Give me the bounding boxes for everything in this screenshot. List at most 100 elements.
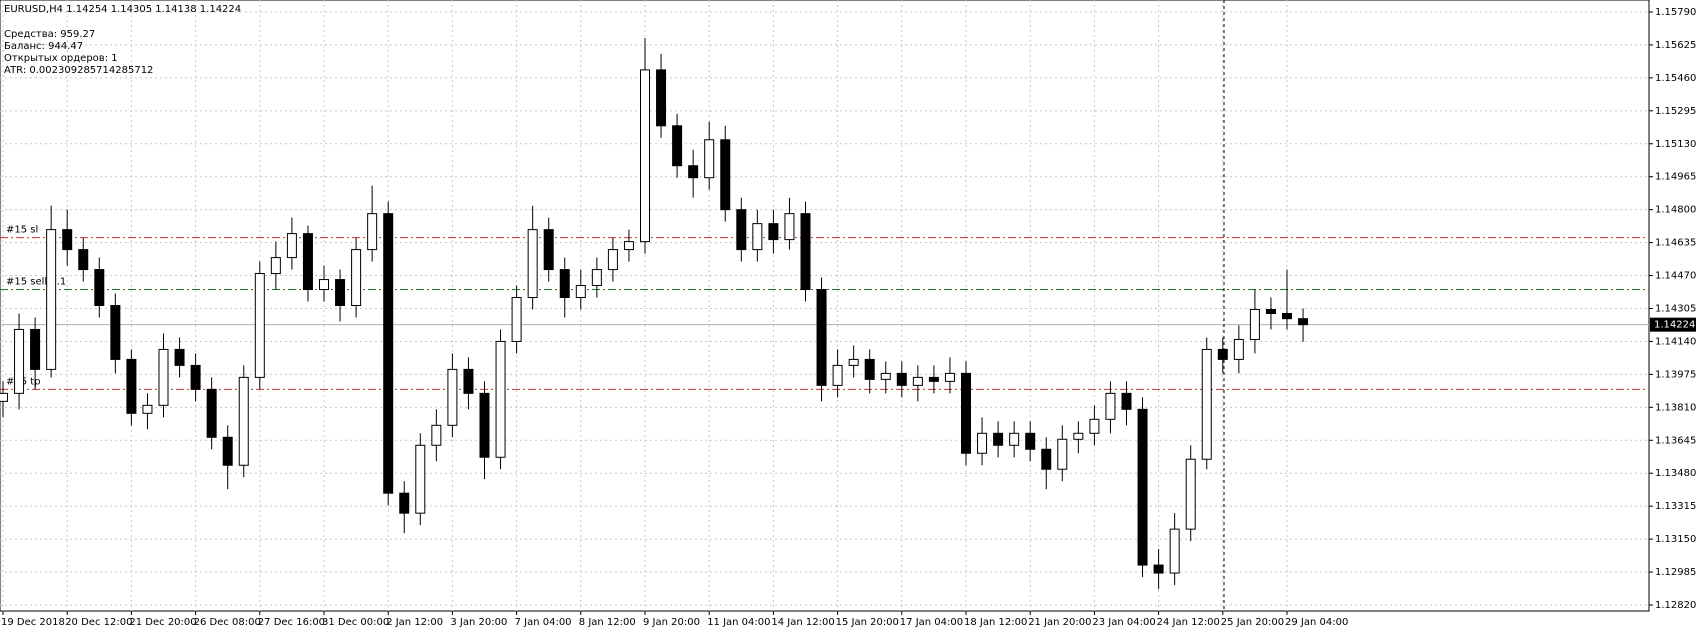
candle-body (672, 125, 683, 167)
candle-body (832, 364, 843, 386)
candle-body (607, 249, 618, 271)
y-tick-label: 1.13645 (1655, 435, 1696, 446)
x-tick-label: 25 Jan 20:00 (1221, 617, 1284, 628)
candle-body (944, 372, 955, 382)
candle-body (1137, 408, 1148, 566)
x-tick-label: 19 Dec 2018 (1, 617, 65, 628)
x-tick-label: 14 Jan 12:00 (771, 617, 834, 628)
candle-body (736, 209, 747, 251)
info-line: Открытых ордеров: 1 (4, 53, 118, 64)
candle-body (46, 229, 57, 370)
y-tick-label: 1.14140 (1655, 336, 1696, 347)
candle-body (1041, 448, 1052, 470)
candle-body (656, 69, 667, 127)
x-tick-label: 31 Dec 00:00 (322, 617, 389, 628)
candle-body (302, 233, 313, 291)
candle-body (142, 404, 153, 414)
candle-body (431, 424, 442, 446)
candle-body (720, 139, 731, 211)
candle-body (1265, 308, 1276, 314)
x-tick-label: 18 Jan 12:00 (964, 617, 1027, 628)
y-tick-label: 1.13315 (1655, 501, 1696, 512)
candle-body (463, 368, 474, 394)
y-tick-label: 1.15625 (1655, 40, 1696, 51)
candle-body (479, 392, 490, 458)
info-line: Баланс: 944.47 (4, 41, 83, 52)
candle-body (351, 249, 362, 307)
candle-body (495, 340, 506, 458)
candle-body (575, 285, 586, 299)
y-tick-label: 1.15295 (1655, 106, 1696, 117)
chart-title: EURUSD,H4 1.14254 1.14305 1.14138 1.1422… (4, 4, 241, 15)
candle-body (784, 213, 795, 241)
candle-body (1201, 348, 1212, 460)
candle-body (1025, 432, 1036, 450)
candle-body (816, 289, 827, 386)
candle-body (511, 297, 522, 342)
candle-body (0, 392, 8, 402)
y-tick-label: 1.12820 (1655, 600, 1696, 611)
current-price-box (1650, 317, 1696, 332)
y-tick-label: 1.12985 (1655, 567, 1696, 578)
candle-body (1185, 458, 1196, 530)
candle-body (206, 388, 217, 438)
candle-body (848, 358, 859, 366)
candle-body (110, 305, 121, 360)
candle-body (977, 432, 988, 454)
candle-body (367, 213, 378, 251)
x-tick-label: 27 Dec 16:00 (258, 617, 325, 628)
candle-body (14, 328, 25, 394)
y-tick-label: 1.14635 (1655, 238, 1696, 249)
x-tick-label: 15 Jan 20:00 (836, 617, 899, 628)
candle-body (1089, 418, 1100, 434)
candle-body (896, 372, 907, 386)
y-tick-label: 1.14800 (1655, 205, 1696, 216)
candle-body (1057, 438, 1068, 470)
candle-body (399, 492, 410, 514)
candle-body (928, 376, 939, 382)
candle-body (864, 358, 875, 380)
candle-body (158, 348, 169, 406)
y-tick-label: 1.13150 (1655, 534, 1696, 545)
x-tick-label: 9 Jan 20:00 (643, 617, 700, 628)
candle-body (1153, 564, 1164, 574)
candle-body (880, 372, 891, 380)
candle-body (543, 229, 554, 271)
candle-body (30, 328, 41, 370)
candle-body (768, 223, 779, 241)
info-line: Средства: 959.27 (4, 29, 95, 40)
y-tick-label: 1.15790 (1655, 7, 1696, 18)
candle-body (335, 279, 346, 306)
candle-body (912, 376, 923, 386)
candle-body (62, 229, 73, 251)
candle-body (78, 249, 89, 271)
candle-body (126, 358, 137, 414)
y-tick-label: 1.13480 (1655, 468, 1696, 479)
candle-body (1233, 338, 1244, 360)
candle-body (270, 257, 281, 275)
candle-body (1298, 318, 1309, 326)
order-level-label: #15 sl (6, 225, 38, 236)
candle-body (1073, 432, 1084, 440)
order-level-label: #15 sell 0.1 (6, 277, 66, 288)
candle-body (383, 213, 394, 494)
candle-body (415, 444, 426, 514)
current-price-label: 1.14224 (1654, 320, 1695, 331)
x-tick-label: 2 Jan 12:00 (386, 617, 443, 628)
x-tick-label: 21 Dec 20:00 (129, 617, 196, 628)
y-tick-label: 1.14470 (1655, 271, 1696, 282)
candle-body (800, 213, 811, 291)
candle-body (591, 269, 602, 287)
x-tick-label: 3 Jan 20:00 (450, 617, 507, 628)
y-tick-label: 1.15130 (1655, 139, 1696, 150)
axes: 1.15790 1.15625 1.15460 1.15295 1.15130 1.149… (1, 7, 1696, 628)
candle-body (1105, 392, 1116, 420)
x-tick-label: 21 Jan 20:00 (1028, 617, 1091, 628)
candle-body (190, 364, 201, 390)
x-tick-label: 24 Jan 12:00 (1157, 617, 1220, 628)
x-tick-label: 17 Jan 04:00 (900, 617, 963, 628)
candle-body (1009, 432, 1020, 446)
candle-body (238, 376, 249, 466)
y-tick-label: 1.15460 (1655, 73, 1696, 84)
candle-body (222, 436, 233, 466)
